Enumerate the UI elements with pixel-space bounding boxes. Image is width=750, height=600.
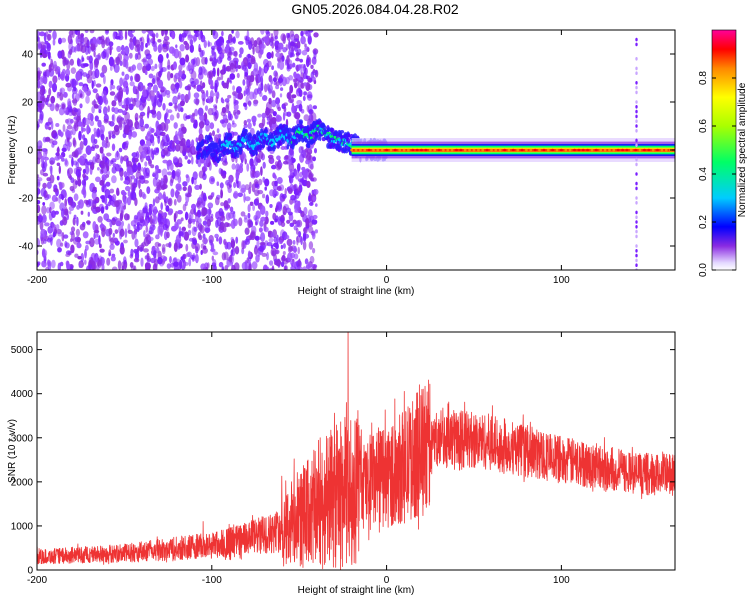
x-tick-label: -100 xyxy=(202,275,222,286)
colorbar-tick-label: 0.6 xyxy=(698,119,709,133)
y-tick-label: 3000 xyxy=(11,433,34,444)
y-tick-label: 0 xyxy=(27,146,33,157)
colorbar-tick-label: 0.4 xyxy=(698,167,709,181)
y-tick-label: 1000 xyxy=(11,521,34,532)
x-tick-label: -100 xyxy=(202,575,222,586)
y-tick-label: 4000 xyxy=(11,389,34,400)
spectrogram-image xyxy=(37,30,675,270)
x-tick-label: 100 xyxy=(553,275,570,286)
snr-xlabel: Height of straight line (km) xyxy=(298,585,415,596)
figure-title: GN05.2026.084.04.28.R02 xyxy=(291,1,459,17)
x-tick-label: 0 xyxy=(384,275,390,286)
colorbar: 0.0 0.2 0.4 0.6 0.8 Normalized spectral ampl… xyxy=(698,29,748,277)
x-tick-label: -200 xyxy=(27,575,47,586)
colorbar-frame xyxy=(711,29,737,271)
x-tick-label: 0 xyxy=(384,575,390,586)
colorbar-tick-label: 0.8 xyxy=(698,71,709,85)
y-tick-label: 40 xyxy=(22,50,34,61)
y-tick-label: 20 xyxy=(22,98,34,109)
y-tick-label: -40 xyxy=(19,242,34,253)
colorbar-gradient xyxy=(712,30,736,270)
colorbar-axes: 0.0 0.2 0.4 0.6 0.8 xyxy=(698,71,736,277)
y-tick-label: 2000 xyxy=(11,477,34,488)
spectrogram-ylabel: Frequency (Hz) xyxy=(7,116,18,185)
y-tick-label: 0 xyxy=(27,566,33,577)
colorbar-tick-label: 0.2 xyxy=(698,215,709,229)
y-tick-label: -20 xyxy=(19,194,34,205)
snr-series-line xyxy=(37,332,675,570)
snr-frame xyxy=(36,331,676,571)
y-tick-label: 5000 xyxy=(11,345,34,356)
snr-ylabel: SNR (10 * v/v) xyxy=(7,419,18,483)
x-tick-label: 100 xyxy=(553,575,570,586)
colorbar-label: Normalized spectral amplitude xyxy=(737,82,748,217)
spectrogram-xlabel: Height of straight line (km) xyxy=(298,286,415,297)
colorbar-tick-label: 0.0 xyxy=(698,263,709,277)
x-tick-label: -200 xyxy=(27,275,47,286)
